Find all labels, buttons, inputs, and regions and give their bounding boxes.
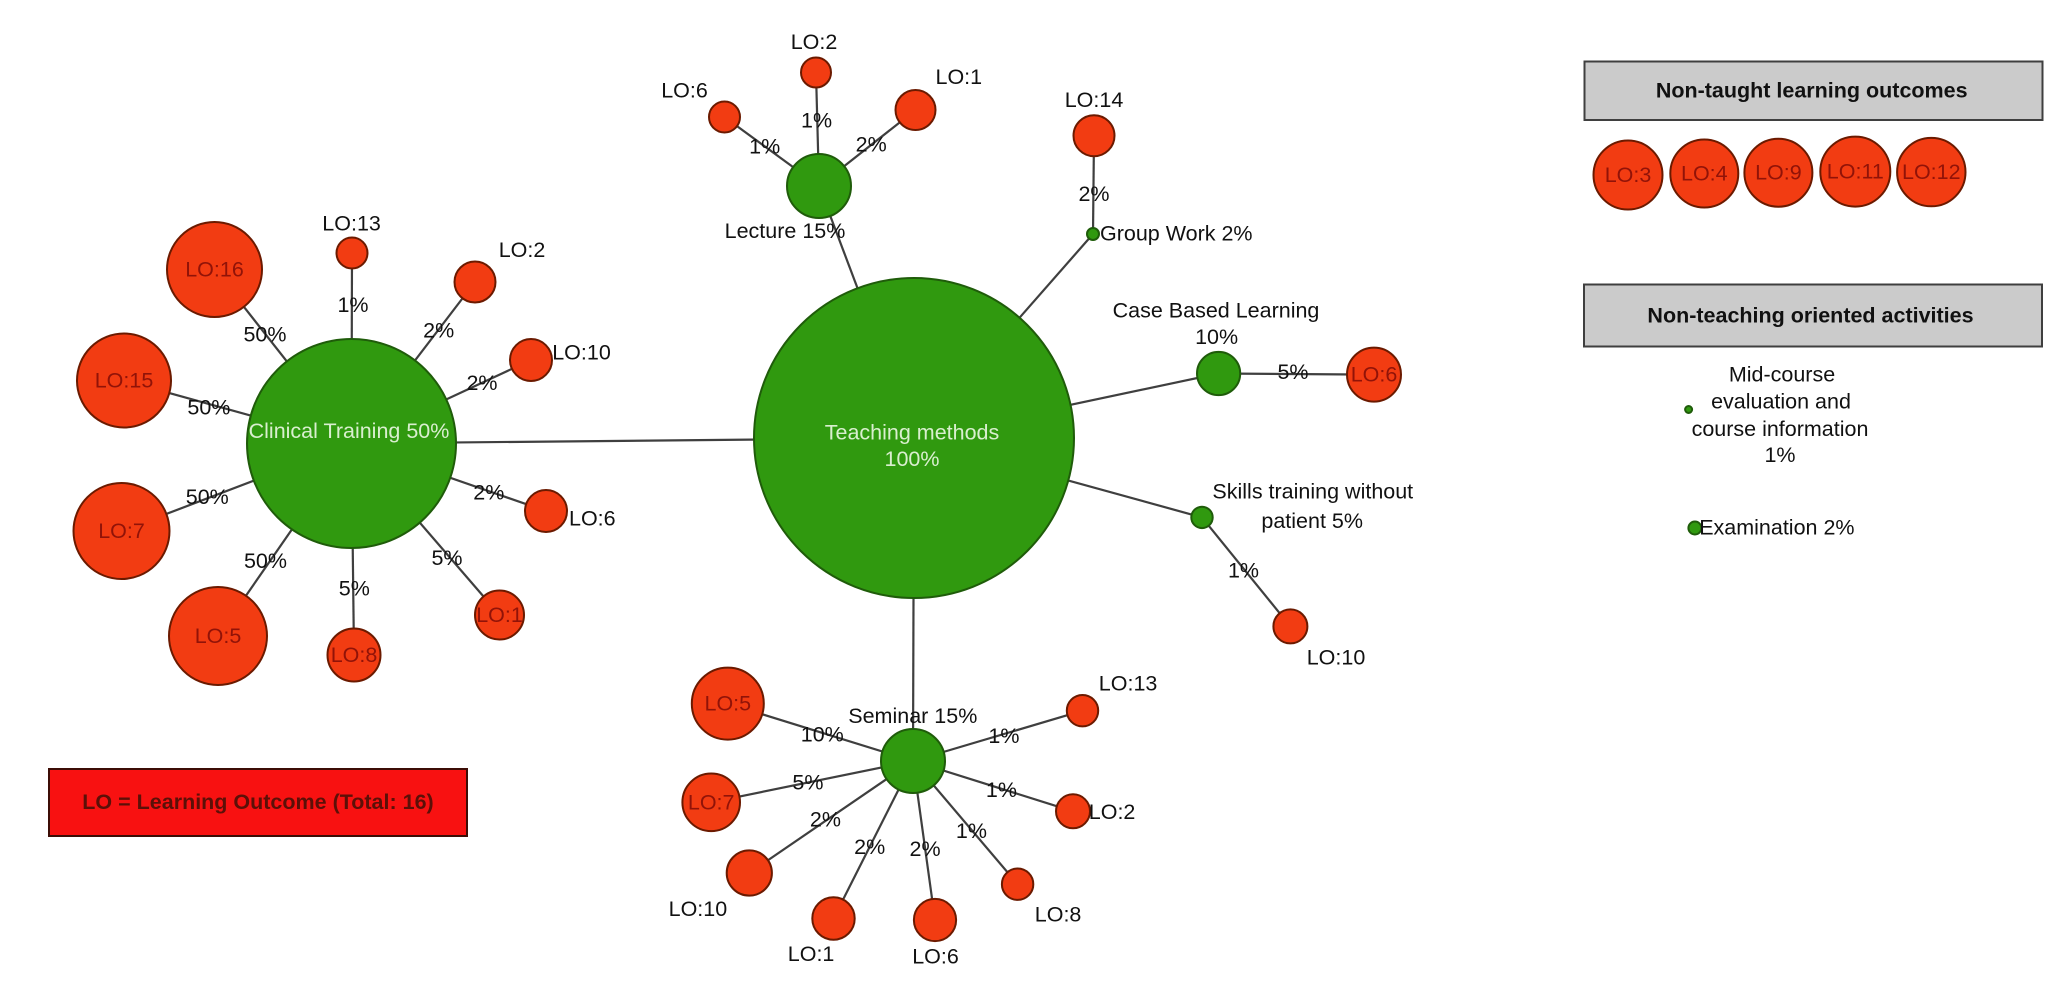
svg-text:LO:1: LO:1 [476, 603, 523, 627]
svg-text:2%: 2% [854, 835, 885, 859]
svg-text:LO:1: LO:1 [788, 942, 835, 966]
svg-text:50%: 50% [187, 395, 230, 419]
svg-text:2%: 2% [810, 808, 841, 832]
svg-text:50%: 50% [186, 485, 229, 509]
svg-text:LO:15: LO:15 [95, 369, 154, 393]
svg-text:Seminar 15%: Seminar 15% [848, 704, 977, 728]
svg-text:Lecture 15%: Lecture 15% [725, 219, 846, 243]
svg-text:LO:6: LO:6 [569, 506, 616, 530]
svg-text:LO:7: LO:7 [688, 790, 735, 814]
svg-text:10%: 10% [1195, 325, 1238, 349]
svg-text:Mid-course: Mid-course [1729, 362, 1835, 386]
svg-text:LO:2: LO:2 [499, 238, 546, 262]
svg-text:LO:6: LO:6 [661, 79, 708, 103]
svg-text:1%: 1% [801, 109, 832, 133]
svg-text:Examination 2%: Examination 2% [1699, 516, 1854, 540]
svg-text:LO:6: LO:6 [912, 945, 959, 969]
svg-text:5%: 5% [339, 577, 370, 601]
svg-text:2%: 2% [466, 371, 497, 395]
svg-text:1%: 1% [988, 724, 1019, 748]
svg-text:LO:10: LO:10 [669, 897, 728, 921]
svg-text:2%: 2% [910, 837, 941, 861]
svg-text:LO = Learning Outcome (Total:: LO = Learning Outcome (Total: 16) [82, 790, 433, 814]
svg-text:LO:2: LO:2 [1089, 800, 1136, 824]
svg-text:LO:8: LO:8 [1035, 902, 1082, 926]
svg-text:1%: 1% [1764, 443, 1795, 467]
svg-text:evaluation and: evaluation and [1711, 389, 1851, 413]
svg-text:10%: 10% [801, 723, 844, 747]
svg-text:5%: 5% [1277, 360, 1308, 384]
svg-text:Group Work 2%: Group Work 2% [1100, 222, 1253, 246]
svg-text:LO:13: LO:13 [322, 212, 381, 236]
svg-text:LO:6: LO:6 [1351, 363, 1398, 387]
svg-text:2%: 2% [856, 133, 887, 157]
svg-text:Non-teaching oriented activiti: Non-teaching oriented activities [1647, 304, 1973, 328]
svg-text:Teaching methods: Teaching methods [825, 421, 1000, 445]
svg-text:1%: 1% [956, 819, 987, 843]
svg-text:LO:13: LO:13 [1099, 671, 1158, 695]
svg-text:LO:2: LO:2 [791, 30, 838, 54]
svg-text:LO:1: LO:1 [935, 65, 982, 89]
svg-text:1%: 1% [749, 135, 780, 159]
svg-text:course information: course information [1692, 417, 1869, 441]
svg-text:LO:7: LO:7 [98, 519, 145, 543]
svg-text:LO:5: LO:5 [195, 624, 242, 648]
svg-text:Non-taught learning outcomes: Non-taught learning outcomes [1656, 79, 1968, 103]
svg-text:50%: 50% [243, 323, 286, 347]
svg-text:LO:10: LO:10 [1307, 645, 1366, 669]
svg-text:1%: 1% [986, 778, 1017, 802]
svg-text:LO:4: LO:4 [1681, 162, 1728, 186]
svg-text:100%: 100% [885, 447, 940, 471]
svg-text:5%: 5% [431, 546, 462, 570]
svg-text:LO:9: LO:9 [1755, 161, 1802, 185]
svg-text:Skills training without: Skills training without [1212, 480, 1413, 504]
svg-text:LO:11: LO:11 [1827, 160, 1884, 184]
svg-text:5%: 5% [792, 771, 823, 795]
svg-text:LO:8: LO:8 [331, 643, 378, 667]
svg-text:LO:12: LO:12 [1902, 160, 1961, 184]
svg-text:50%: 50% [244, 549, 287, 573]
svg-text:LO:5: LO:5 [704, 692, 751, 716]
svg-text:2%: 2% [1078, 182, 1109, 206]
svg-text:LO:10: LO:10 [552, 340, 611, 364]
svg-text:LO:14: LO:14 [1065, 88, 1124, 112]
svg-text:LO:16: LO:16 [185, 258, 244, 282]
svg-text:patient 5%: patient 5% [1261, 509, 1363, 533]
svg-text:2%: 2% [473, 481, 504, 505]
svg-text:Clinical Training 50%: Clinical Training 50% [249, 419, 450, 443]
svg-text:1%: 1% [1228, 559, 1259, 583]
svg-text:1%: 1% [337, 293, 368, 317]
svg-text:Case Based Learning: Case Based Learning [1113, 299, 1320, 323]
svg-text:2%: 2% [423, 318, 454, 342]
svg-text:LO:3: LO:3 [1605, 163, 1652, 187]
